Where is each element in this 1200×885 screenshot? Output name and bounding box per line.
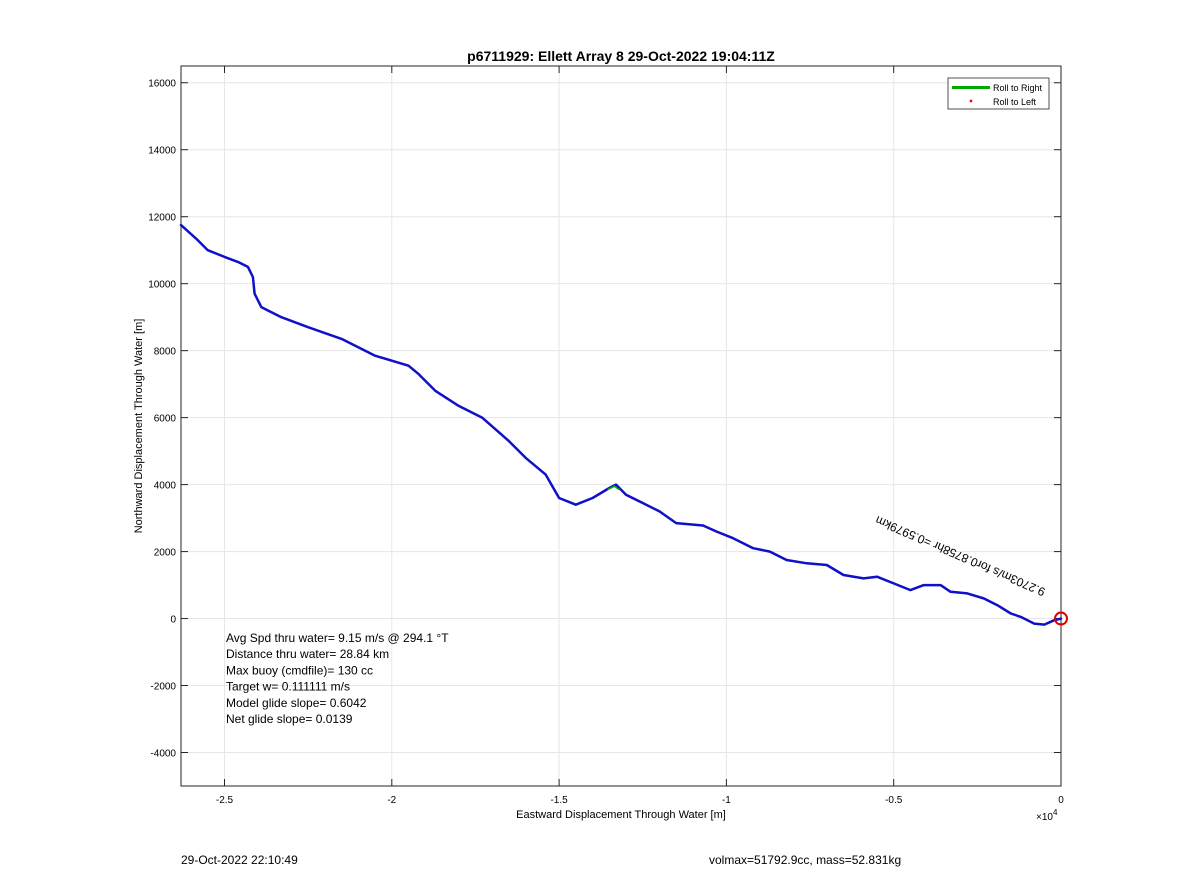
stats-line: Avg Spd thru water= 9.15 m/s @ 294.1 °T [226, 631, 449, 645]
y-axis-label: Northward Displacement Through Water [m] [133, 319, 145, 534]
x-axis-label: Eastward Displacement Through Water [m] [516, 809, 726, 821]
chart-grid [181, 66, 1062, 786]
axes-frame [180, 65, 1062, 787]
x-axis-exponent: ×104 [1036, 808, 1058, 823]
chart-legend: Roll to Right Roll to Left [947, 77, 1050, 110]
x-tick-label: -0.5 [885, 795, 903, 806]
legend-box [947, 77, 1050, 110]
series-layer [179, 223, 1068, 626]
y-tick-label: -4000 [150, 749, 176, 760]
chart-title: p6711929: Ellett Array 8 29-Oct-2022 19:… [467, 48, 775, 64]
x-axis-exponent-power: 4 [1053, 808, 1058, 817]
y-tick-label: 14000 [148, 146, 176, 157]
legend-roll-left-label: Roll to Left [993, 97, 1037, 107]
stats-line: Net glide slope= 0.0139 [226, 712, 353, 726]
x-tick-label: 0 [1058, 795, 1064, 806]
stats-line: Max buoy (cmdfile)= 130 cc [226, 663, 373, 677]
y-tick-label: 12000 [148, 213, 176, 224]
roll-right-segment [607, 485, 620, 491]
y-tick-label: 16000 [148, 79, 176, 90]
footer-volmax-mass: volmax=51792.9cc, mass=52.831kg [709, 853, 902, 867]
footer-timestamp: 29-Oct-2022 22:10:49 [181, 853, 298, 867]
y-tick-label: 0 [170, 615, 176, 626]
x-axis-exponent-base: ×10 [1036, 812, 1053, 823]
x-tick-label: -1.5 [550, 795, 568, 806]
legend-roll-left-swatch [969, 99, 973, 103]
x-tick-label: -1 [722, 795, 731, 806]
stats-line: Distance thru water= 28.84 km [226, 647, 389, 661]
track-line [179, 223, 1063, 626]
x-tick-label: -2.5 [216, 795, 234, 806]
y-tick-label: 2000 [154, 548, 177, 559]
stats-line: Target w= 0.111111 m/s [226, 680, 350, 694]
stats-line: Model glide slope= 0.6042 [226, 696, 367, 710]
y-tick-label: 4000 [154, 481, 177, 492]
axis-ticks: -2.5 -2 -1.5 -1 -0.5 0 -4000 -2000 0 2000 4000 6000… [148, 66, 1064, 806]
legend-roll-right-label: Roll to Right [993, 83, 1043, 93]
y-tick-label: 6000 [154, 414, 177, 425]
x-tick-label: -2 [387, 795, 396, 806]
y-tick-label: 8000 [154, 347, 177, 358]
y-tick-label: 10000 [148, 280, 176, 291]
stats-text-block: Avg Spd thru water= 9.15 m/s @ 294.1 °T D… [226, 631, 449, 726]
end-position-marker [1054, 611, 1068, 626]
y-tick-label: -2000 [150, 682, 176, 693]
